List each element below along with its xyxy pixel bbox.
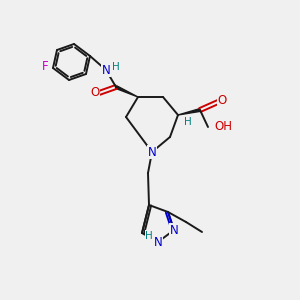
Text: N: N — [169, 224, 178, 236]
Text: N: N — [154, 236, 162, 248]
Polygon shape — [178, 109, 200, 115]
Text: F: F — [42, 61, 48, 74]
Text: O: O — [90, 85, 100, 98]
Text: N: N — [102, 64, 110, 76]
Polygon shape — [116, 86, 138, 97]
Text: OH: OH — [214, 121, 232, 134]
Text: H: H — [112, 62, 120, 72]
Text: H: H — [145, 231, 153, 241]
Text: H: H — [184, 117, 192, 127]
Text: N: N — [148, 146, 156, 158]
Text: O: O — [218, 94, 226, 107]
